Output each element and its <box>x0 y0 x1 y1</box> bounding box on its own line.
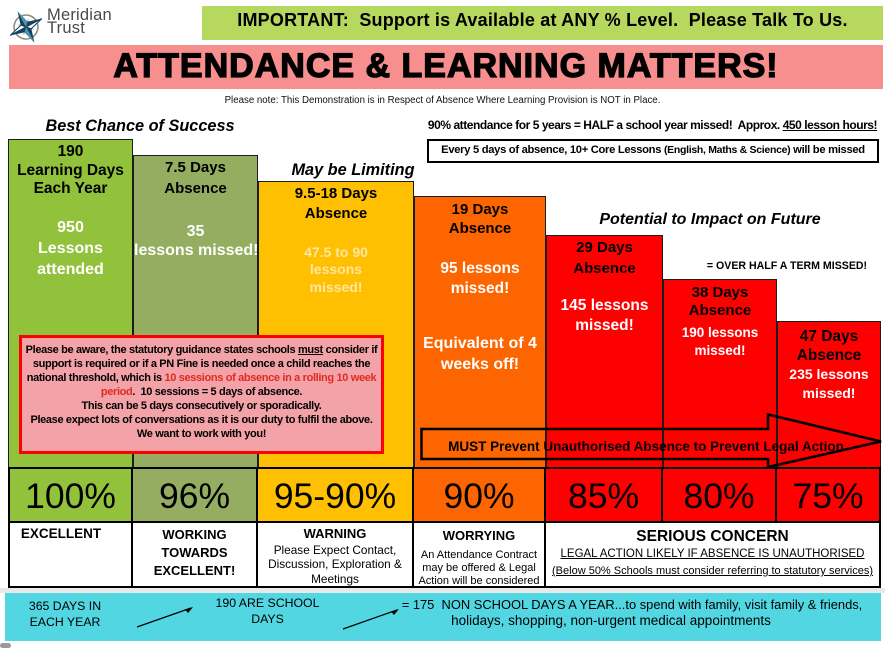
svg-text:MUST Prevent Unauthorised Abse: MUST Prevent Unauthorised Absence to Pre… <box>448 439 844 454</box>
